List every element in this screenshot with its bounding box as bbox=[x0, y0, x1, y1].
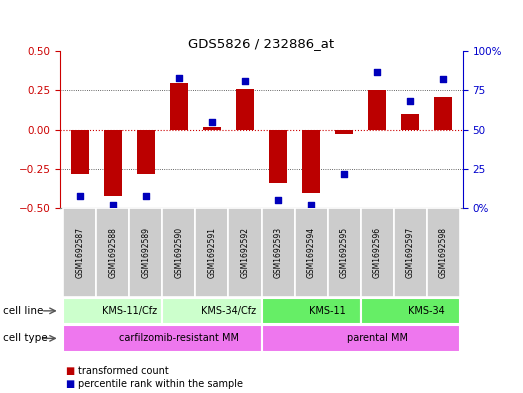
Bar bbox=[163, 208, 196, 297]
Point bbox=[439, 76, 447, 83]
Bar bbox=[203, 127, 221, 130]
Text: GSM1692589: GSM1692589 bbox=[141, 227, 151, 278]
Point bbox=[241, 78, 249, 84]
Bar bbox=[360, 208, 393, 297]
Bar bbox=[104, 130, 122, 196]
Text: transformed count: transformed count bbox=[78, 365, 169, 376]
Text: KMS-34/Cfz: KMS-34/Cfz bbox=[201, 306, 256, 316]
Point bbox=[142, 193, 150, 199]
Title: GDS5826 / 232886_at: GDS5826 / 232886_at bbox=[188, 37, 335, 50]
Point bbox=[340, 171, 348, 177]
Text: KMS-11: KMS-11 bbox=[309, 306, 346, 316]
Bar bbox=[368, 90, 386, 130]
Bar bbox=[302, 130, 320, 193]
Bar bbox=[427, 208, 460, 297]
Bar bbox=[434, 97, 452, 130]
Text: percentile rank within the sample: percentile rank within the sample bbox=[78, 379, 243, 389]
Text: cell type: cell type bbox=[3, 333, 47, 343]
Point bbox=[307, 202, 315, 208]
Bar bbox=[262, 325, 460, 352]
Text: GSM1692587: GSM1692587 bbox=[75, 227, 84, 278]
Bar bbox=[327, 208, 360, 297]
Text: cell line: cell line bbox=[3, 306, 43, 316]
Bar bbox=[262, 298, 360, 324]
Text: ■: ■ bbox=[65, 365, 75, 376]
Bar bbox=[71, 130, 89, 174]
Text: GSM1692593: GSM1692593 bbox=[274, 227, 282, 278]
Bar bbox=[401, 114, 419, 130]
Bar bbox=[137, 130, 155, 174]
Text: GSM1692597: GSM1692597 bbox=[405, 227, 415, 278]
Bar bbox=[229, 208, 262, 297]
Bar bbox=[63, 208, 96, 297]
Text: GSM1692590: GSM1692590 bbox=[175, 227, 184, 278]
Bar bbox=[196, 208, 229, 297]
Text: KMS-11/Cfz: KMS-11/Cfz bbox=[102, 306, 157, 316]
Point bbox=[208, 119, 216, 125]
Bar bbox=[393, 208, 427, 297]
Text: GSM1692595: GSM1692595 bbox=[339, 227, 348, 278]
Text: KMS-34: KMS-34 bbox=[408, 306, 445, 316]
Text: carfilzomib-resistant MM: carfilzomib-resistant MM bbox=[119, 333, 239, 343]
Point bbox=[175, 75, 183, 81]
Bar bbox=[269, 130, 287, 183]
Text: GSM1692592: GSM1692592 bbox=[241, 227, 249, 278]
Point bbox=[76, 193, 84, 199]
Text: GSM1692591: GSM1692591 bbox=[208, 227, 217, 278]
Text: GSM1692598: GSM1692598 bbox=[439, 227, 448, 278]
Text: GSM1692588: GSM1692588 bbox=[108, 227, 118, 278]
Bar bbox=[63, 325, 262, 352]
Point bbox=[406, 98, 414, 105]
Bar bbox=[360, 298, 460, 324]
Text: parental MM: parental MM bbox=[347, 333, 407, 343]
Bar bbox=[170, 83, 188, 130]
Bar bbox=[63, 298, 163, 324]
Bar bbox=[262, 208, 294, 297]
Text: GSM1692596: GSM1692596 bbox=[372, 227, 382, 278]
Text: GSM1692594: GSM1692594 bbox=[306, 227, 315, 278]
Text: ■: ■ bbox=[65, 379, 75, 389]
Bar bbox=[294, 208, 327, 297]
Bar bbox=[96, 208, 130, 297]
Point bbox=[274, 197, 282, 204]
Bar bbox=[335, 130, 353, 134]
Bar bbox=[163, 298, 262, 324]
Point bbox=[373, 68, 381, 75]
Bar bbox=[236, 89, 254, 130]
Bar bbox=[130, 208, 163, 297]
Point bbox=[109, 202, 117, 208]
